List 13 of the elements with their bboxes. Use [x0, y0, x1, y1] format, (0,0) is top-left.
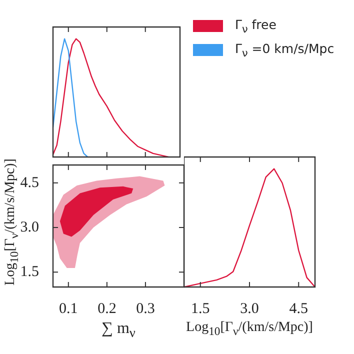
x-tick-label: 0.3 — [136, 300, 155, 317]
x-tick-label: 0.1 — [59, 300, 78, 317]
x-tick-label: 0.2 — [98, 300, 116, 317]
y-tick-label: 3.0 — [20, 219, 39, 236]
legend-label: Γ$_{ν}$ free — [235, 16, 276, 36]
x-axis-title: ∑ m$_{ν}$ — [102, 320, 136, 340]
x-tick-label: 3.0 — [240, 300, 259, 317]
x-axis-title: Log$_{10}$[Γ$_{ν}$/(km/s/Mpc)] — [185, 320, 314, 338]
legend-label: Γ$_{ν}$ =0 km/s/Mpc — [235, 40, 334, 60]
x-tick-label: 4.5 — [289, 300, 308, 317]
y-tick-label: 1.5 — [20, 264, 39, 280]
y-tick-label: 4.5 — [20, 174, 39, 191]
x-tick-label: 1.5 — [191, 300, 210, 317]
